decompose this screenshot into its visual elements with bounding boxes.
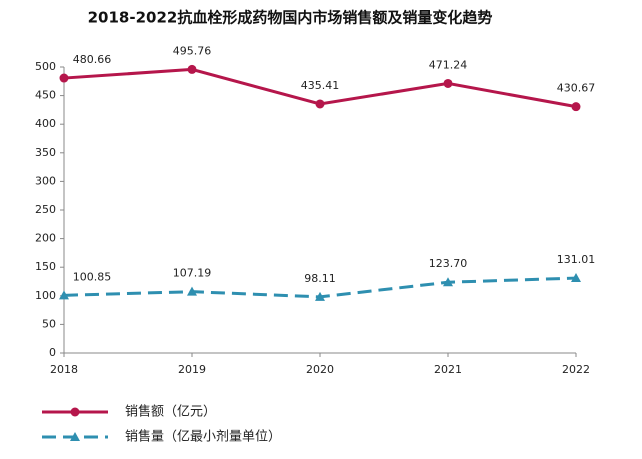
data-label: 100.85 <box>73 270 112 283</box>
chart-title: 2018-2022抗血栓形成药物国内市场销售额及销量变化趋势 <box>88 9 493 27</box>
data-label: 471.24 <box>429 58 468 71</box>
x-tick-label: 2019 <box>178 363 206 376</box>
y-tick-label: 350 <box>35 146 56 159</box>
data-label: 123.70 <box>429 257 468 270</box>
y-tick-label: 50 <box>42 317 56 330</box>
y-tick-label: 200 <box>35 232 56 245</box>
y-tick-label: 300 <box>35 174 56 187</box>
marker <box>59 73 69 83</box>
y-tick-label: 0 <box>49 346 56 359</box>
marker <box>443 78 453 88</box>
data-label: 495.76 <box>173 44 212 57</box>
data-label: 430.67 <box>557 82 596 95</box>
data-label: 435.41 <box>301 79 340 92</box>
y-tick-label: 150 <box>35 260 56 273</box>
marker <box>315 99 325 109</box>
marker <box>571 273 581 283</box>
y-tick-label: 100 <box>35 289 56 302</box>
x-tick-label: 2022 <box>562 363 590 376</box>
legend-label: 销售额（亿元） <box>125 404 216 420</box>
legend-marker <box>70 432 80 441</box>
legend-label: 销售量（亿最小剂量单位） <box>125 429 281 445</box>
x-tick-label: 2018 <box>50 363 78 376</box>
data-label: 131.01 <box>557 253 596 266</box>
data-label: 98.11 <box>304 272 336 285</box>
marker <box>187 286 197 296</box>
x-tick-label: 2021 <box>434 363 462 376</box>
y-tick-label: 250 <box>35 203 56 216</box>
marker <box>315 291 325 301</box>
y-tick-label: 450 <box>35 89 56 102</box>
marker <box>443 277 453 287</box>
marker <box>59 290 69 300</box>
legend-marker <box>70 407 80 417</box>
data-label: 480.66 <box>73 53 112 66</box>
marker <box>571 102 581 112</box>
y-tick-label: 500 <box>35 60 56 73</box>
data-label: 107.19 <box>173 267 212 280</box>
y-tick-label: 400 <box>35 117 56 130</box>
marker <box>187 64 197 74</box>
x-tick-label: 2020 <box>306 363 334 376</box>
